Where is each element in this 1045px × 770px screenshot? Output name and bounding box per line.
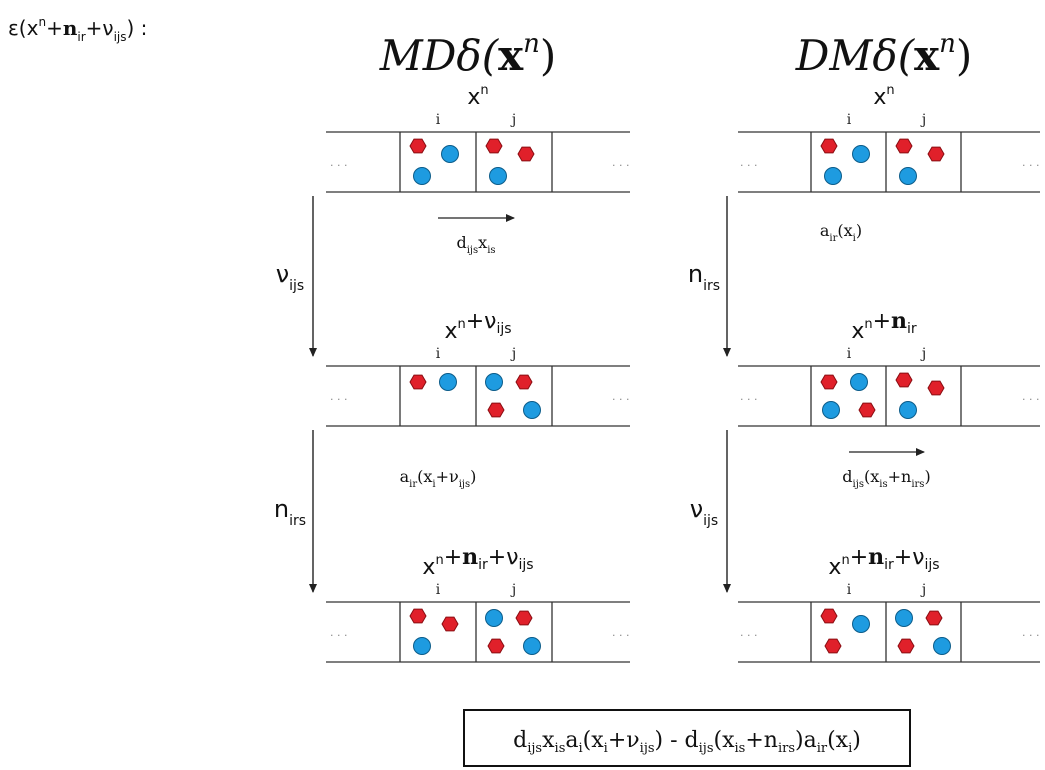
- cell-label-j: j: [510, 112, 516, 128]
- blue-particle: [489, 167, 507, 185]
- blue-particle: [850, 373, 868, 391]
- columns-layer: . . .. . .i jxn. . .. . .i jxn+νijs. . .. …: [274, 83, 1040, 663]
- red-particle: [517, 146, 535, 162]
- blue-particle: [439, 373, 457, 391]
- red-particle: [409, 374, 427, 390]
- blue-particle: [413, 167, 431, 185]
- cell-label-i: i: [847, 582, 852, 598]
- cell-label-i: i: [847, 112, 852, 128]
- blue-particle: [822, 401, 840, 419]
- transition-step: νijs dijsxis: [276, 196, 515, 357]
- state-strip: . . . . . . i j xn+nir+νijs: [326, 544, 630, 663]
- transition-step: nirs air(xi): [688, 196, 862, 357]
- blue-particle: [485, 609, 503, 627]
- state-label: xn+νijs: [444, 309, 511, 344]
- column-md: . . .. . .i jxn. . .. . .i jxn+νijs. . .. …: [274, 83, 630, 663]
- blue-particle: [899, 167, 917, 185]
- red-particle: [820, 138, 838, 154]
- cell-label-i: i: [847, 346, 852, 362]
- blue-particle: [523, 401, 541, 419]
- cell-label-j: j: [920, 346, 926, 362]
- red-particle: [820, 374, 838, 390]
- transition-step: νijs dijs(xis+nirs): [690, 430, 931, 593]
- ellipsis-left: . . .: [330, 156, 347, 169]
- cell-label-i: i: [436, 582, 441, 598]
- state-strip: . . . . . . i j xn: [326, 83, 630, 193]
- cell-label-j: j: [510, 582, 516, 598]
- header-dm-delta: DMδ(xn): [795, 29, 973, 80]
- cell-label-j: j: [920, 112, 926, 128]
- ellipsis-right: . . .: [1022, 390, 1039, 403]
- blue-particle: [895, 609, 913, 627]
- rate-label: air(xi+νijs): [400, 467, 477, 490]
- red-particle: [895, 372, 913, 388]
- ellipsis-left: . . .: [740, 626, 757, 639]
- cell-label-i: i: [436, 112, 441, 128]
- rate-label: dijs(xis+nirs): [842, 467, 930, 490]
- ellipsis-right: . . .: [612, 156, 629, 169]
- state-strip: . . . . . . i j xn+νijs: [326, 309, 630, 427]
- ellipsis-left: . . .: [740, 156, 757, 169]
- blue-particle: [899, 401, 917, 419]
- red-particle: [409, 138, 427, 154]
- ellipsis-right: . . .: [612, 390, 629, 403]
- red-particle: [487, 402, 505, 418]
- blue-particle: [824, 167, 842, 185]
- header-md-delta: MDδ(xn): [379, 29, 557, 80]
- transition-step: nirs air(xi+νijs): [274, 430, 477, 593]
- red-particle: [487, 638, 505, 654]
- state-label: xn+nir: [851, 308, 917, 344]
- state-strip: . . . . . . i j xn+nir+νijs: [738, 544, 1040, 663]
- red-particle: [925, 610, 943, 626]
- result-formula: dijsxisai(xi+νijs) - dijs(xis+nirs)air(x…: [513, 728, 861, 756]
- red-particle: [820, 608, 838, 624]
- column-dm: . . .. . .i jxn. . .. . .i jxn+nir. . .. .…: [688, 83, 1040, 663]
- ellipsis-left: . . .: [330, 390, 347, 403]
- blue-particle: [441, 145, 459, 163]
- red-particle: [824, 638, 842, 654]
- result-box: [463, 709, 911, 767]
- ellipsis-right: . . .: [1022, 626, 1039, 639]
- state-strip: . . . . . . i jxn+nir: [738, 308, 1040, 427]
- state-label: xn: [467, 83, 488, 110]
- transition-label: νijs: [276, 260, 304, 294]
- rate-label: air(xi): [820, 221, 862, 244]
- red-particle: [515, 610, 533, 626]
- blue-particle: [485, 373, 503, 391]
- blue-particle: [933, 637, 951, 655]
- red-particle: [441, 616, 459, 632]
- red-particle: [858, 402, 876, 418]
- blue-particle: [523, 637, 541, 655]
- rate-label: dijsxis: [456, 233, 495, 256]
- epsilon-label: ε(xn+nir+νijs) :: [8, 15, 147, 44]
- state-label: xn+nir+νijs: [422, 544, 533, 580]
- red-particle: [897, 638, 915, 654]
- red-particle: [485, 138, 503, 154]
- red-particle: [515, 374, 533, 390]
- red-particle: [927, 380, 945, 396]
- state-label: xn: [873, 83, 894, 110]
- state-label: xn+nir+νijs: [828, 544, 939, 580]
- red-particle: [895, 138, 913, 154]
- cell-label-j: j: [510, 346, 516, 362]
- transition-label: νijs: [690, 495, 718, 529]
- cell-label-i: i: [436, 346, 441, 362]
- transition-label: nirs: [274, 495, 306, 529]
- blue-particle: [852, 615, 870, 633]
- blue-particle: [852, 145, 870, 163]
- red-particle: [409, 608, 427, 624]
- transition-label: nirs: [688, 260, 720, 294]
- cell-label-j: j: [920, 582, 926, 598]
- blue-particle: [413, 637, 431, 655]
- ellipsis-left: . . .: [740, 390, 757, 403]
- ellipsis-left: . . .: [330, 626, 347, 639]
- state-strip: . . . . . . i j xn: [738, 83, 1040, 193]
- ellipsis-right: . . .: [1022, 156, 1039, 169]
- red-particle: [927, 146, 945, 162]
- ellipsis-right: . . .: [612, 626, 629, 639]
